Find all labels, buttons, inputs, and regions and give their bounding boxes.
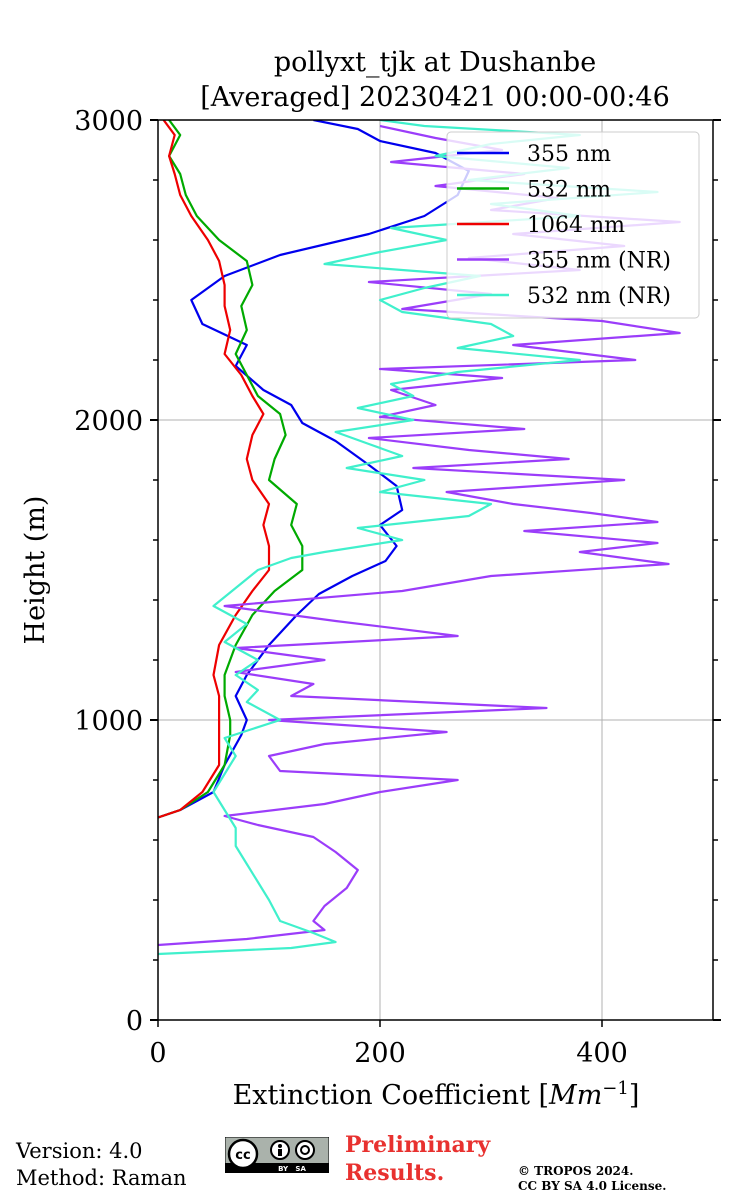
legend-label: 355 nm (NR)	[527, 249, 671, 274]
series-line-1	[158, 120, 304, 819]
x-tick-label: 0	[149, 1038, 166, 1069]
copyright-line2: CC BY SA 4.0 License.	[518, 1179, 667, 1193]
x-axis-label-unit: Mm	[548, 1080, 602, 1111]
x-axis-label-close: ]	[629, 1080, 640, 1111]
legend: 355 nm 532 nm 1064 nm 355 nm (NR) 532 nm (NR…	[446, 131, 700, 319]
legend-label: 355 nm	[527, 142, 611, 167]
series-line-4	[158, 120, 659, 956]
y-axis-label: Height (m)	[20, 496, 51, 645]
y-tick-label: 3000	[74, 106, 143, 137]
x-tick-label: 200	[354, 1038, 406, 1069]
cc-by-sa-badge: cc BY SA	[225, 1137, 329, 1173]
preliminary-results: Preliminary Results.	[345, 1131, 490, 1187]
cc-icon	[227, 1138, 259, 1170]
chart-title: pollyxt_tjk at Dushanbe	[274, 47, 596, 78]
y-tick-label: 0	[126, 1006, 143, 1037]
version-info: Version: 4.0 Method: Raman	[16, 1138, 187, 1192]
copyright-line1: © TROPOS 2024.	[518, 1164, 634, 1178]
badge-text: BY SA	[278, 1165, 306, 1173]
legend-label: 532 nm	[527, 178, 611, 203]
version-line: Version: 4.0	[16, 1139, 143, 1163]
svg-text:cc: cc	[235, 1148, 250, 1163]
copyright: © TROPOS 2024. CC BY SA 4.0 License.	[518, 1164, 666, 1194]
legend-label: 532 nm (NR)	[527, 284, 671, 309]
legend-label: 1064 nm	[527, 213, 625, 238]
axis-ticks: 0 200 400 0 1000 2000 3000	[74, 106, 721, 1069]
x-axis-label-exp: −1	[602, 1078, 629, 1099]
x-axis-label-main: Extinction Coefficient [	[233, 1080, 549, 1111]
y-tick-label: 2000	[74, 406, 143, 437]
sa-icon	[295, 1140, 315, 1160]
x-axis-label: Extinction Coefficient [Mm−1]	[233, 1078, 640, 1111]
preliminary-line2: Results.	[345, 1160, 445, 1186]
y-tick-label: 1000	[74, 706, 143, 737]
x-tick-label: 400	[576, 1038, 628, 1069]
plot-frame	[157, 119, 714, 1021]
series-line-2	[158, 120, 271, 819]
series-line-0	[158, 120, 470, 819]
extinction-chart: pollyxt_tjk at Dushanbe [Averaged] 20230…	[20, 47, 721, 1111]
preliminary-line1: Preliminary	[345, 1132, 491, 1158]
method-line: Method: Raman	[16, 1166, 187, 1190]
legend-box	[446, 131, 700, 319]
chart-subtitle: [Averaged] 20230421 00:00-00:46	[200, 82, 670, 113]
